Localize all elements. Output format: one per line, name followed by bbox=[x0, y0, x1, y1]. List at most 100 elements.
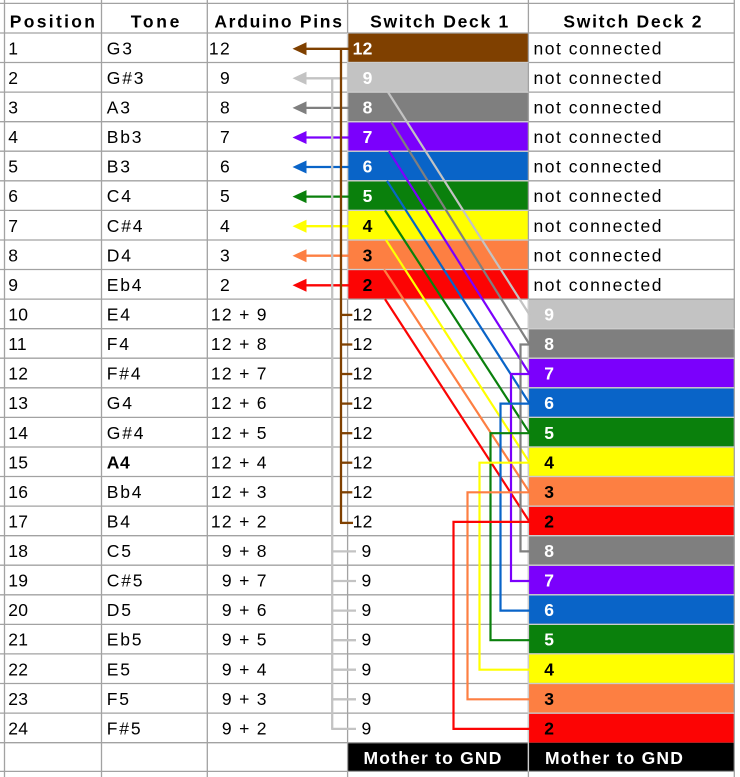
svg-text:C4: C4 bbox=[107, 186, 133, 206]
svg-text:G#4: G#4 bbox=[107, 423, 145, 443]
svg-text:12 + 9: 12 + 9 bbox=[211, 305, 268, 325]
svg-text:12 + 8: 12 + 8 bbox=[211, 334, 268, 354]
svg-text:9: 9 bbox=[361, 719, 371, 739]
svg-text:7: 7 bbox=[220, 127, 231, 147]
svg-text:not connected: not connected bbox=[534, 98, 663, 118]
svg-text:F#5: F#5 bbox=[107, 719, 143, 739]
svg-text:5: 5 bbox=[544, 630, 554, 650]
svg-text:12: 12 bbox=[353, 38, 373, 58]
svg-text:Bb4: Bb4 bbox=[107, 482, 144, 502]
svg-text:9: 9 bbox=[361, 571, 371, 591]
svg-text:15: 15 bbox=[8, 452, 28, 472]
svg-text:4: 4 bbox=[8, 127, 18, 147]
svg-text:9 + 6: 9 + 6 bbox=[222, 600, 268, 620]
svg-text:5: 5 bbox=[544, 423, 554, 443]
svg-text:3: 3 bbox=[544, 689, 554, 709]
svg-text:9 + 2: 9 + 2 bbox=[222, 719, 268, 739]
svg-text:16: 16 bbox=[8, 482, 28, 502]
svg-text:6: 6 bbox=[544, 393, 554, 413]
svg-text:12: 12 bbox=[353, 512, 373, 532]
svg-text:F5: F5 bbox=[107, 689, 131, 709]
svg-text:10: 10 bbox=[8, 305, 28, 325]
svg-text:Position: Position bbox=[10, 11, 97, 31]
svg-text:8: 8 bbox=[363, 98, 373, 118]
svg-text:8: 8 bbox=[544, 334, 554, 354]
svg-text:9 + 5: 9 + 5 bbox=[222, 630, 268, 650]
svg-text:not connected: not connected bbox=[534, 38, 663, 58]
svg-text:B4: B4 bbox=[107, 512, 132, 532]
svg-text:2: 2 bbox=[220, 275, 231, 295]
svg-text:Bb3: Bb3 bbox=[107, 127, 144, 147]
svg-text:12: 12 bbox=[353, 482, 373, 502]
svg-text:9: 9 bbox=[361, 689, 371, 709]
svg-text:8: 8 bbox=[8, 245, 18, 265]
svg-text:8: 8 bbox=[220, 98, 231, 118]
svg-text:22: 22 bbox=[8, 659, 28, 679]
svg-text:23: 23 bbox=[8, 689, 28, 709]
svg-text:5: 5 bbox=[220, 186, 231, 206]
svg-text:9: 9 bbox=[363, 68, 373, 88]
svg-text:24: 24 bbox=[8, 719, 28, 739]
svg-text:7: 7 bbox=[8, 216, 18, 236]
svg-text:20: 20 bbox=[8, 600, 28, 620]
svg-text:C#5: C#5 bbox=[107, 571, 145, 591]
svg-text:Eb5: Eb5 bbox=[107, 630, 144, 650]
svg-text:12 + 2: 12 + 2 bbox=[211, 512, 268, 532]
svg-text:5: 5 bbox=[8, 157, 18, 177]
svg-text:2: 2 bbox=[363, 275, 373, 295]
svg-text:9: 9 bbox=[220, 68, 231, 88]
svg-text:D4: D4 bbox=[107, 245, 133, 265]
svg-text:Switch Deck 1: Switch Deck 1 bbox=[370, 11, 510, 31]
svg-text:12: 12 bbox=[353, 452, 373, 472]
svg-text:12: 12 bbox=[209, 38, 231, 58]
svg-text:12 + 7: 12 + 7 bbox=[211, 364, 268, 384]
svg-text:F#4: F#4 bbox=[107, 364, 143, 384]
svg-text:9 + 8: 9 + 8 bbox=[222, 541, 268, 561]
svg-text:A3: A3 bbox=[107, 98, 132, 118]
svg-text:6: 6 bbox=[8, 186, 18, 206]
svg-text:Arduino Pins: Arduino Pins bbox=[214, 11, 343, 31]
svg-text:2: 2 bbox=[544, 719, 554, 739]
svg-text:6: 6 bbox=[544, 600, 554, 620]
svg-text:9: 9 bbox=[544, 305, 554, 325]
svg-text:5: 5 bbox=[363, 186, 373, 206]
svg-text:21: 21 bbox=[8, 630, 28, 650]
svg-text:17: 17 bbox=[8, 512, 28, 532]
svg-text:8: 8 bbox=[544, 541, 554, 561]
svg-text:18: 18 bbox=[8, 541, 28, 561]
svg-text:B3: B3 bbox=[107, 157, 132, 177]
svg-text:not connected: not connected bbox=[534, 157, 663, 177]
svg-text:C5: C5 bbox=[107, 541, 133, 561]
svg-text:9: 9 bbox=[361, 630, 371, 650]
svg-text:9 + 4: 9 + 4 bbox=[222, 659, 268, 679]
svg-text:A4: A4 bbox=[107, 452, 131, 472]
svg-text:not connected: not connected bbox=[534, 127, 663, 147]
svg-text:2: 2 bbox=[544, 512, 554, 532]
svg-text:Mother to GND: Mother to GND bbox=[364, 748, 503, 768]
svg-text:12 + 4: 12 + 4 bbox=[211, 452, 268, 472]
svg-text:12: 12 bbox=[353, 334, 373, 354]
svg-text:9: 9 bbox=[361, 659, 371, 679]
svg-text:9 + 7: 9 + 7 bbox=[222, 571, 268, 591]
svg-text:12: 12 bbox=[353, 393, 373, 413]
svg-text:Tone: Tone bbox=[131, 11, 182, 31]
svg-text:4: 4 bbox=[544, 659, 554, 679]
svg-text:4: 4 bbox=[544, 452, 554, 472]
svg-text:12: 12 bbox=[353, 305, 373, 325]
svg-text:D5: D5 bbox=[107, 600, 133, 620]
svg-text:not connected: not connected bbox=[534, 186, 663, 206]
svg-text:9 + 3: 9 + 3 bbox=[222, 689, 268, 709]
svg-text:3: 3 bbox=[544, 482, 554, 502]
svg-text:9: 9 bbox=[361, 600, 371, 620]
svg-text:E5: E5 bbox=[107, 659, 132, 679]
svg-text:not connected: not connected bbox=[534, 275, 663, 295]
svg-text:G4: G4 bbox=[107, 393, 134, 413]
svg-text:not connected: not connected bbox=[534, 68, 663, 88]
svg-text:11: 11 bbox=[8, 334, 27, 354]
svg-text:12: 12 bbox=[353, 423, 373, 443]
svg-text:9: 9 bbox=[361, 541, 371, 561]
svg-text:13: 13 bbox=[8, 393, 28, 413]
svg-text:6: 6 bbox=[220, 157, 231, 177]
svg-text:F4: F4 bbox=[107, 334, 131, 354]
svg-text:19: 19 bbox=[8, 571, 28, 591]
